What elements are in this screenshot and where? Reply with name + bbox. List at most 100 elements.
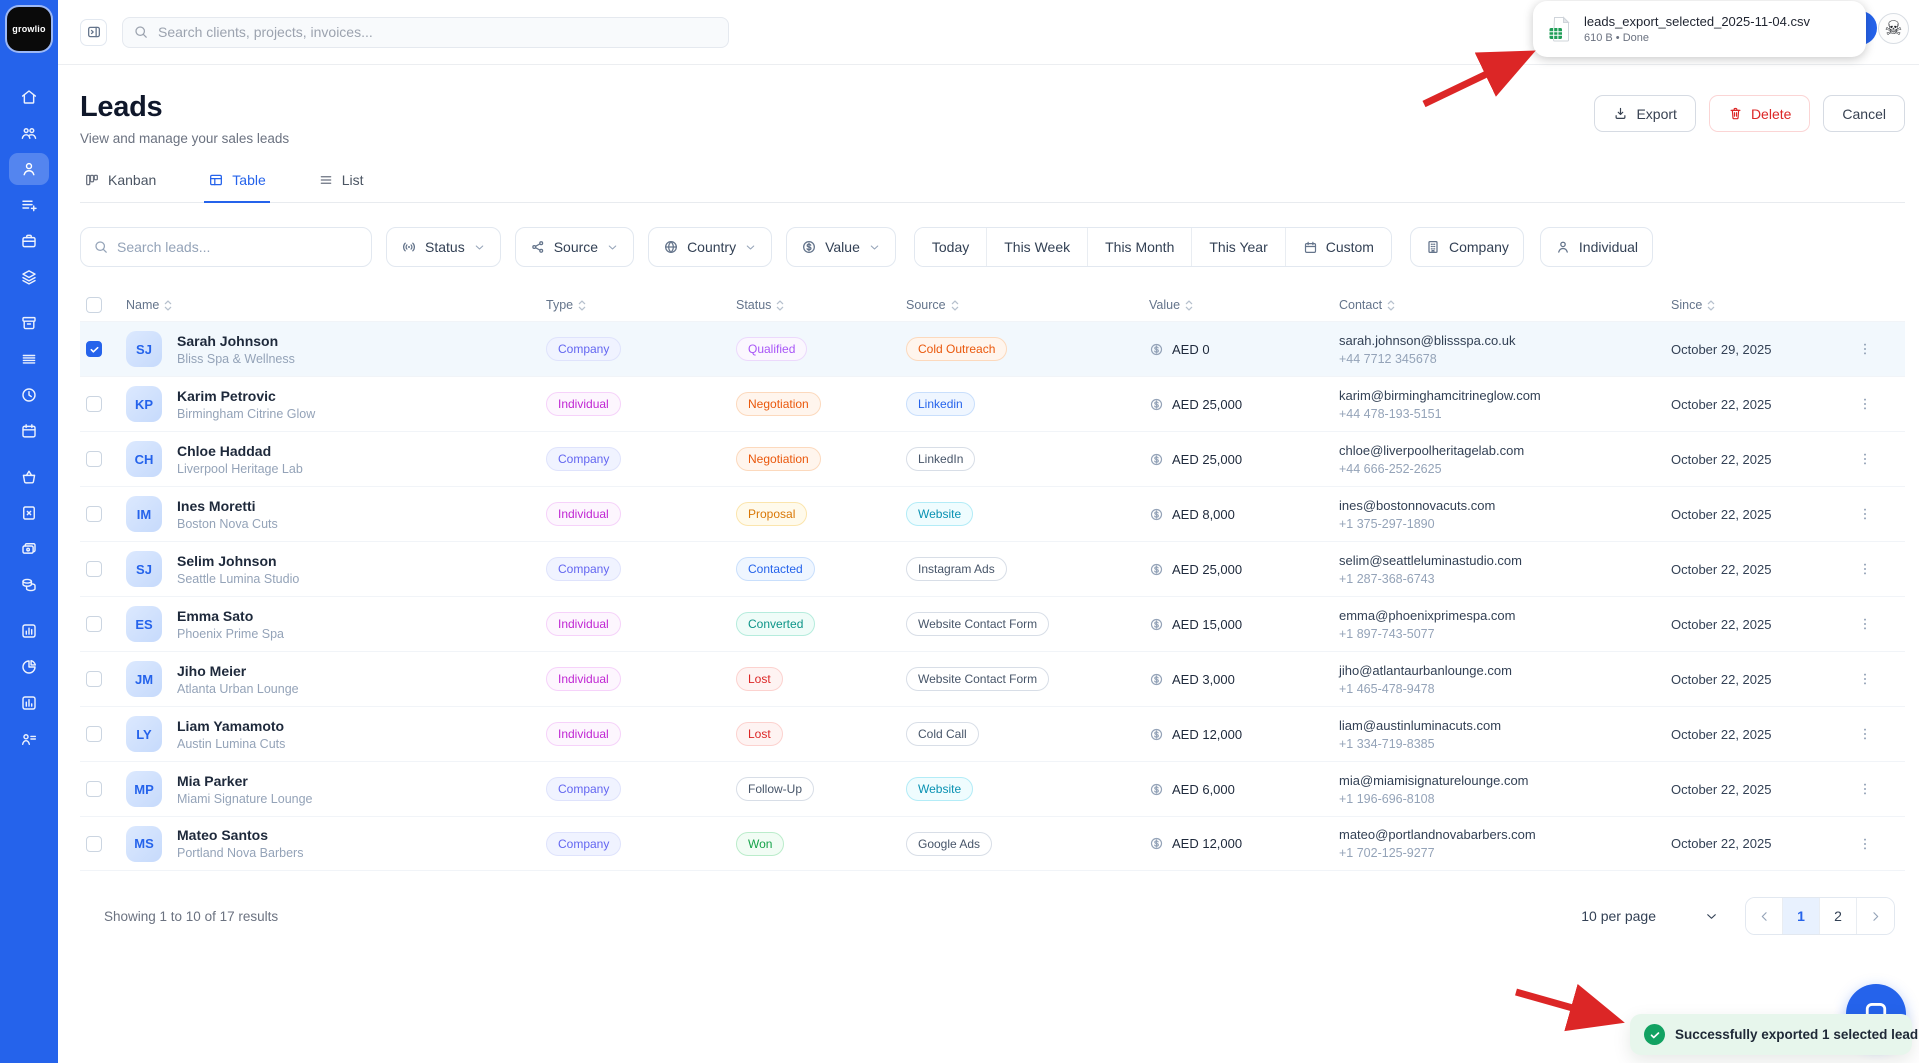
column-header-since[interactable]: Since (1671, 298, 1851, 312)
sort-icon (951, 299, 959, 312)
kanban-icon (84, 172, 100, 188)
row-menu-button[interactable] (1851, 665, 1879, 693)
row-menu-button[interactable] (1851, 610, 1879, 638)
download-notification[interactable]: leads_export_selected_2025-11-04.csv 610… (1533, 1, 1866, 57)
pagination-prev-button[interactable] (1746, 898, 1783, 934)
table-row[interactable]: MS Mateo Santos Portland Nova Barbers Compa… (80, 816, 1905, 871)
table-row[interactable]: JM Jiho Meier Atlanta Urban Lounge Individu… (80, 651, 1905, 706)
filter-country-dropdown[interactable]: Country (648, 227, 773, 267)
table-row[interactable]: LY Liam Yamamoto Austin Lumina Cuts Individ… (80, 706, 1905, 761)
lead-avatar: ES (126, 606, 162, 642)
sidebar-item-users[interactable] (9, 117, 49, 149)
date-filter-this-week[interactable]: This Week (987, 228, 1089, 266)
date-filter-this-year[interactable]: This Year (1192, 228, 1286, 266)
table-row[interactable]: CH Chloe Haddad Liverpool Heritage Lab Comp… (80, 431, 1905, 486)
column-header-value[interactable]: Value (1149, 298, 1339, 312)
row-checkbox[interactable] (86, 781, 102, 797)
source-badge: Google Ads (906, 831, 993, 856)
row-checkbox[interactable] (86, 341, 102, 357)
column-header-name[interactable]: Name (126, 298, 546, 312)
row-checkbox[interactable] (86, 506, 102, 522)
row-checkbox[interactable] (86, 671, 102, 687)
row-checkbox[interactable] (86, 561, 102, 577)
tab-table[interactable]: Table (204, 172, 270, 203)
export-button[interactable]: Export (1594, 95, 1696, 132)
table-row[interactable]: MP Mia Parker Miami Signature Lounge Compan… (80, 761, 1905, 816)
sidebar-item-calendar[interactable] (9, 415, 49, 447)
row-checkbox[interactable] (86, 726, 102, 742)
sidebar-item-column-chart[interactable] (9, 687, 49, 719)
cancel-button[interactable]: Cancel (1823, 95, 1905, 132)
row-menu-button[interactable] (1851, 720, 1879, 748)
search-icon (133, 24, 149, 40)
sidebar-item-wallet[interactable] (9, 533, 49, 565)
column-header-contact[interactable]: Contact (1339, 298, 1671, 312)
date-filter-this-month[interactable]: This Month (1088, 228, 1193, 266)
user-avatar[interactable]: ☠ (1878, 13, 1909, 44)
tab-kanban[interactable]: Kanban (80, 172, 160, 203)
row-menu-button[interactable] (1851, 555, 1879, 583)
sidebar-toggle-button[interactable] (80, 18, 107, 46)
sidebar-item-archive[interactable] (9, 307, 49, 339)
sidebar-item-layers[interactable] (9, 261, 49, 293)
row-menu-button[interactable] (1851, 830, 1879, 858)
pagination-page-1[interactable]: 1 (1783, 898, 1820, 934)
filter-status-dropdown[interactable]: Status (386, 227, 501, 267)
lead-avatar: SJ (126, 331, 162, 367)
sidebar-item-clock[interactable] (9, 379, 49, 411)
lead-company: Seattle Lumina Studio (177, 571, 300, 586)
table-row[interactable]: KP Karim Petrovic Birmingham Citrine Glow I… (80, 376, 1905, 431)
global-search[interactable] (122, 16, 729, 48)
table-row[interactable]: SJ Sarah Johnson Bliss Spa & Wellness Compa… (80, 321, 1905, 376)
sidebar-item-list-plus[interactable] (9, 189, 49, 221)
clock-icon (20, 386, 38, 404)
row-checkbox[interactable] (86, 616, 102, 632)
type-filter-individual[interactable]: Individual (1539, 227, 1654, 267)
per-page-select[interactable]: 10 per page (1581, 908, 1719, 924)
sidebar-item-user[interactable] (9, 153, 49, 185)
filter-value-dropdown[interactable]: Value (786, 227, 896, 267)
leads-search-input[interactable] (117, 239, 359, 255)
sidebar-item-rows[interactable] (9, 343, 49, 375)
kebab-icon (1857, 836, 1873, 852)
column-header-status[interactable]: Status (736, 298, 906, 312)
date-filter-custom[interactable]: Custom (1285, 228, 1391, 266)
user-list-icon (20, 730, 38, 748)
table-row[interactable]: ES Emma Sato Phoenix Prime Spa Individual Co… (80, 596, 1905, 651)
row-menu-button[interactable] (1851, 775, 1879, 803)
pagination-page-2[interactable]: 2 (1820, 898, 1857, 934)
type-badge: Company (546, 337, 622, 361)
sidebar-item-receipt[interactable] (9, 497, 49, 529)
select-all-checkbox[interactable] (86, 297, 102, 313)
sidebar-item-coins[interactable] (9, 569, 49, 601)
date-filter-today[interactable]: Today (914, 228, 988, 266)
row-menu-button[interactable] (1851, 390, 1879, 418)
sidebar-item-basket[interactable] (9, 461, 49, 493)
chevron-left-icon (1757, 909, 1772, 924)
pagination-next-button[interactable] (1857, 898, 1894, 934)
sidebar-item-user-list[interactable] (9, 723, 49, 755)
filter-source-dropdown[interactable]: Source (514, 227, 635, 267)
sidebar-item-bar-chart[interactable] (9, 615, 49, 647)
table-row[interactable]: IM Ines Moretti Boston Nova Cuts Individual… (80, 486, 1905, 541)
table-row[interactable]: SJ Selim Johnson Seattle Lumina Studio Comp… (80, 541, 1905, 596)
column-header-source[interactable]: Source (906, 298, 1149, 312)
row-checkbox[interactable] (86, 835, 102, 852)
leads-search[interactable] (80, 227, 372, 267)
delete-button[interactable]: Delete (1708, 95, 1811, 132)
global-search-input[interactable] (158, 24, 718, 40)
row-menu-button[interactable] (1851, 335, 1879, 363)
type-filter-company[interactable]: Company (1409, 227, 1524, 267)
sort-icon (776, 299, 784, 312)
column-header-type[interactable]: Type (546, 298, 736, 312)
sidebar-item-briefcase[interactable] (9, 225, 49, 257)
row-menu-button[interactable] (1851, 500, 1879, 528)
lead-since: October 22, 2025 (1671, 671, 1772, 687)
row-checkbox[interactable] (86, 396, 102, 412)
sidebar-item-home[interactable] (9, 81, 49, 113)
tab-list[interactable]: List (314, 172, 368, 203)
row-menu-button[interactable] (1851, 445, 1879, 473)
sidebar-item-pie-chart[interactable] (9, 651, 49, 683)
row-checkbox[interactable] (86, 451, 102, 467)
app-logo[interactable]: growlio (7, 7, 51, 51)
